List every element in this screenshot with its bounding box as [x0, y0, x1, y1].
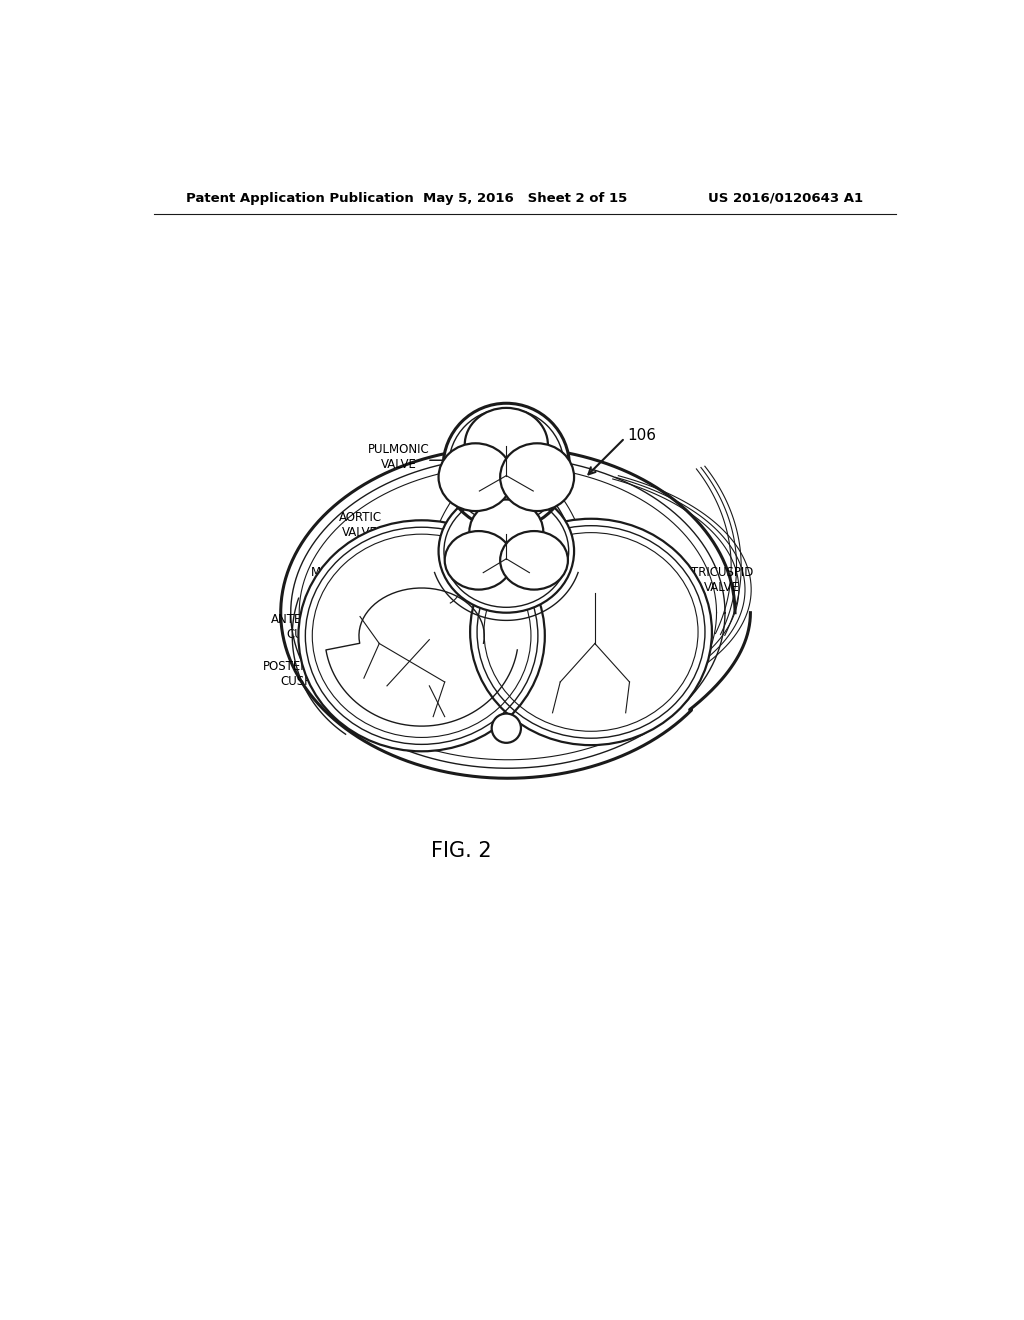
Circle shape	[443, 404, 569, 529]
Ellipse shape	[438, 490, 574, 612]
Text: MITRAL
VALVE: MITRAL VALVE	[311, 566, 353, 594]
Text: US 2016/0120643 A1: US 2016/0120643 A1	[709, 191, 863, 205]
Ellipse shape	[470, 519, 712, 744]
Ellipse shape	[298, 520, 545, 751]
Ellipse shape	[500, 444, 574, 511]
Text: May 5, 2016   Sheet 2 of 15: May 5, 2016 Sheet 2 of 15	[423, 191, 627, 205]
Text: AORTIC
VALVE: AORTIC VALVE	[339, 511, 382, 539]
Circle shape	[518, 519, 541, 540]
Text: 106: 106	[628, 428, 656, 444]
Circle shape	[472, 511, 494, 532]
Ellipse shape	[444, 531, 512, 590]
Ellipse shape	[469, 499, 544, 564]
Text: TRICUSPID
VALVE: TRICUSPID VALVE	[691, 566, 753, 594]
Ellipse shape	[465, 408, 548, 482]
Text: ANTERIOR
CUSP: ANTERIOR CUSP	[271, 612, 332, 640]
Circle shape	[496, 515, 517, 536]
Text: FIG. 2: FIG. 2	[431, 841, 492, 862]
Ellipse shape	[500, 531, 568, 590]
Ellipse shape	[438, 444, 512, 511]
Circle shape	[492, 714, 521, 743]
Text: POSTERIOR
CUSP: POSTERIOR CUSP	[262, 660, 330, 688]
Text: Patent Application Publication: Patent Application Publication	[186, 191, 414, 205]
Text: PULMONIC
VALVE: PULMONIC VALVE	[368, 444, 429, 471]
